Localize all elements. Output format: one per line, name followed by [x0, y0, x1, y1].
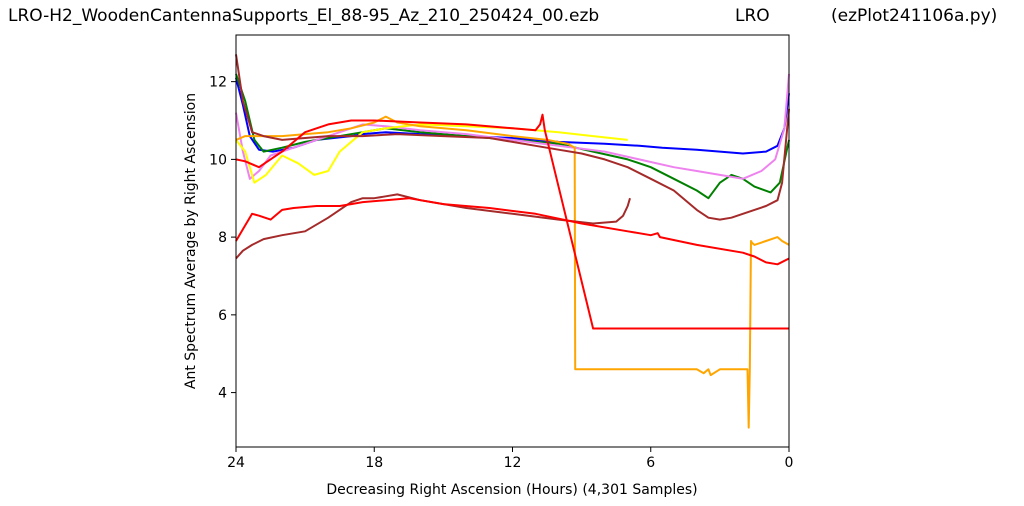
- y-tick-label: 8: [218, 230, 227, 246]
- x-axis-ticks: 24 18 12 6 0: [227, 447, 793, 471]
- x-axis-label: Decreasing Right Ascension (Hours) (4,30…: [326, 482, 697, 498]
- x-tick-label: 24: [227, 455, 245, 471]
- y-axis-ticks: 4 6 8 10 12: [209, 75, 236, 402]
- x-tick-label: 12: [504, 455, 522, 471]
- station-label: LRO: [735, 6, 770, 26]
- series-line-4: [235, 115, 790, 429]
- series-line-8: [235, 197, 790, 266]
- y-tick-label: 6: [218, 308, 227, 324]
- y-tick-label: 12: [209, 75, 227, 91]
- series-line-7: [235, 113, 789, 330]
- y-tick-label: 4: [218, 386, 227, 402]
- plot-frame: [235, 34, 790, 448]
- series-line-2: [235, 73, 790, 180]
- header: LRO-H2_WoodenCantennaSupports_El_88-95_A…: [0, 6, 1024, 30]
- series-layer: [235, 54, 790, 429]
- y-tick-label: 10: [209, 152, 227, 168]
- series-line-5: [235, 193, 631, 260]
- x-tick-label: 6: [646, 455, 655, 471]
- file-title: LRO-H2_WoodenCantennaSupports_El_88-95_A…: [8, 6, 600, 26]
- x-tick-label: 18: [365, 455, 383, 471]
- script-name: (ezPlot241106a.py): [831, 6, 998, 26]
- y-axis-label: Ant Spectrum Average by Right Ascension: [183, 93, 199, 389]
- x-tick-label: 0: [785, 455, 794, 471]
